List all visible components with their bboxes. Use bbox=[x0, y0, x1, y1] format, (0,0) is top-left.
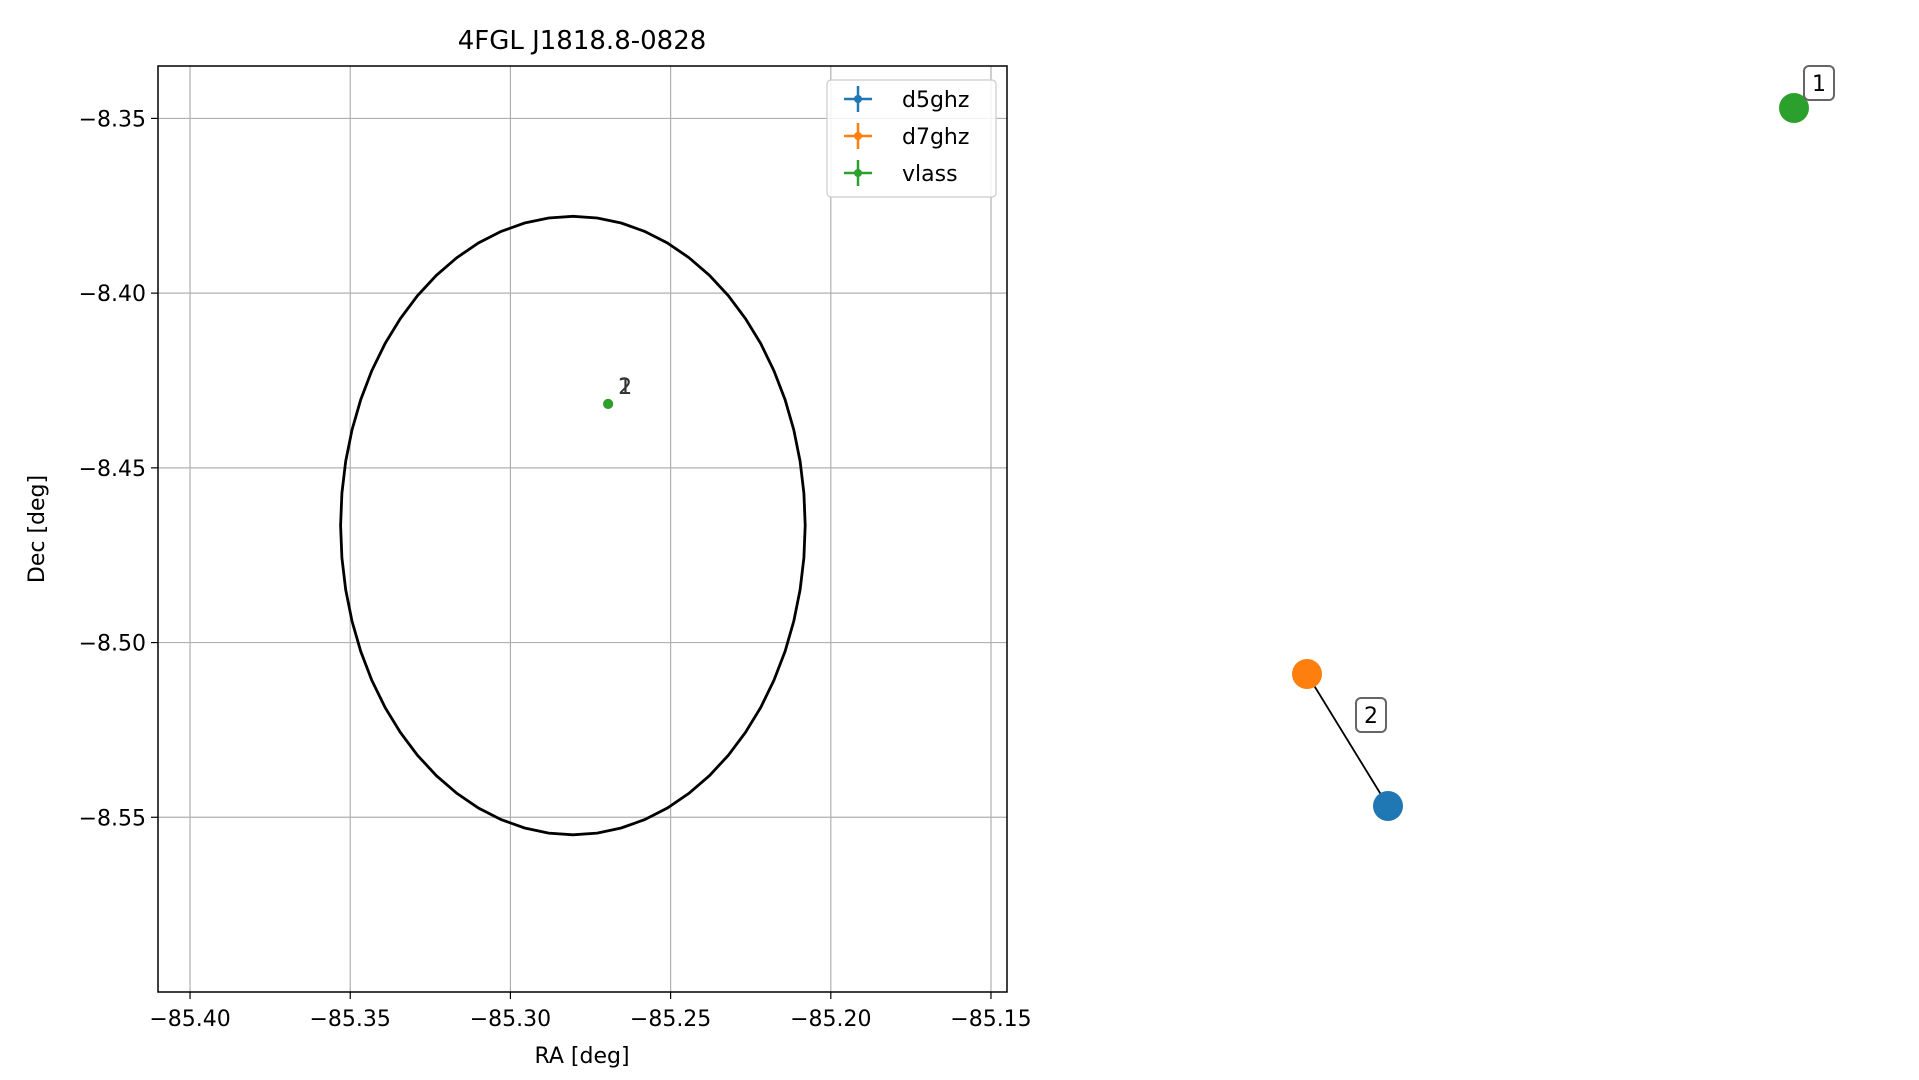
plot-area: 12 bbox=[158, 66, 1007, 992]
y-tick-label: −8.50 bbox=[79, 632, 146, 657]
legend-marker-dot bbox=[854, 132, 862, 140]
connector-line bbox=[1306, 673, 1389, 807]
y-tick-label: −8.35 bbox=[79, 107, 146, 132]
legend-entry-vlass: vlass bbox=[844, 160, 958, 187]
data-point-vlass bbox=[603, 398, 614, 409]
badge-label: 1 bbox=[1812, 72, 1826, 97]
chart-title: 4FGL J1818.8-0828 bbox=[458, 26, 707, 56]
legend-label: vlass bbox=[902, 162, 958, 187]
y-tick-label: −8.55 bbox=[79, 806, 146, 831]
point-label: 1 bbox=[618, 375, 632, 400]
x-tick-label: −85.35 bbox=[310, 1007, 391, 1032]
marker-d7ghz bbox=[1292, 659, 1322, 689]
legend-entry-d7ghz: d7ghz bbox=[844, 123, 969, 150]
legend-entry-d5ghz: d5ghz bbox=[844, 86, 969, 113]
marker-vlass bbox=[1779, 93, 1809, 123]
legend-label: d7ghz bbox=[902, 125, 969, 150]
badge-label: 2 bbox=[1364, 704, 1378, 729]
legend-box bbox=[826, 79, 997, 198]
y-axis-label: Dec [deg] bbox=[25, 475, 50, 583]
x-axis-label: RA [deg] bbox=[534, 1044, 629, 1069]
legend-label: d5ghz bbox=[902, 88, 969, 113]
legend: d5ghz d7ghz vlass bbox=[826, 79, 997, 198]
y-tick-label: −8.40 bbox=[79, 282, 146, 307]
badge-box bbox=[1803, 65, 1835, 101]
legend-marker-dot bbox=[854, 95, 862, 103]
y-tick-label: −8.45 bbox=[79, 457, 146, 482]
marker-d5ghz bbox=[1373, 791, 1403, 821]
detail-panel: 12 bbox=[1292, 65, 1835, 821]
x-tick-label: −85.40 bbox=[149, 1007, 230, 1032]
axes-frame bbox=[157, 65, 1008, 993]
x-tick-label: −85.15 bbox=[950, 1007, 1031, 1032]
badge-1: 1 bbox=[1803, 65, 1835, 101]
x-tick-label: −85.30 bbox=[470, 1007, 551, 1032]
point-label: 2 bbox=[618, 375, 632, 400]
uncertainty-ellipse bbox=[339, 214, 807, 837]
x-tick-label: −85.20 bbox=[790, 1007, 871, 1032]
legend-marker-dot bbox=[854, 169, 862, 177]
badge-box bbox=[1355, 697, 1387, 733]
badge-2: 2 bbox=[1355, 697, 1387, 733]
x-tick-label: −85.25 bbox=[630, 1007, 711, 1032]
